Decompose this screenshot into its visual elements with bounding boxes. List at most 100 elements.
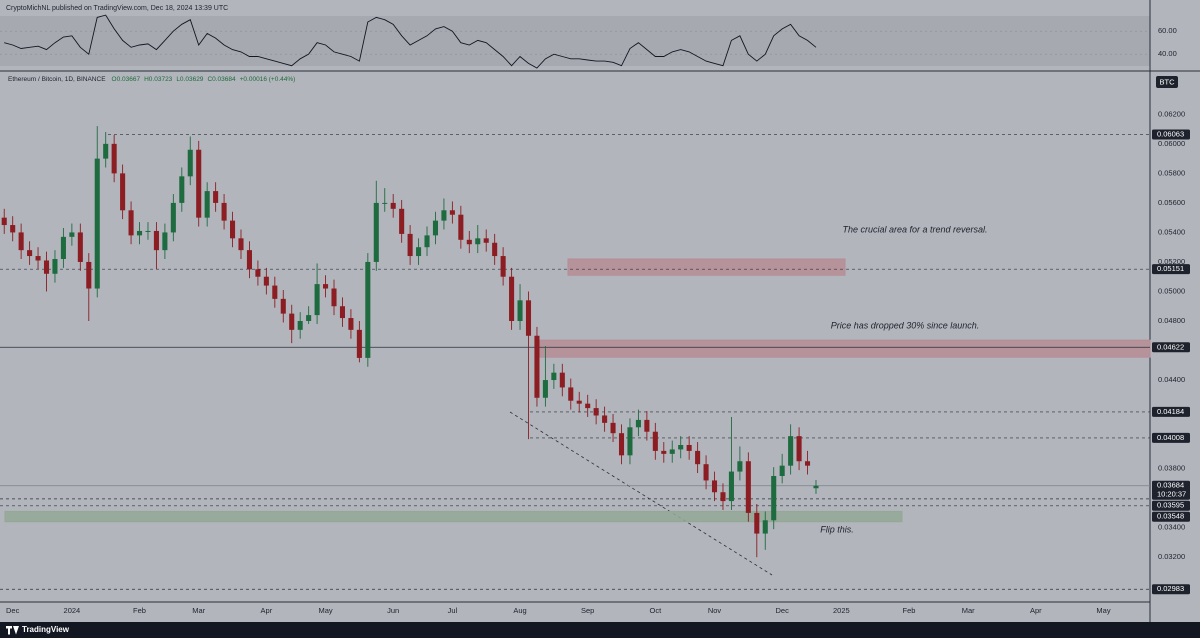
candle-body — [644, 419, 650, 432]
y-tick-label: 0.06000 — [1158, 139, 1185, 148]
level-label-box — [1152, 406, 1190, 417]
candle-body — [627, 427, 633, 456]
candle-body — [509, 276, 515, 321]
candle-body — [771, 476, 777, 521]
candle-body — [534, 335, 540, 398]
candle-body — [407, 233, 413, 257]
candle-body — [1, 217, 7, 226]
symbol: Ethereum / Bitcoin, 1D, BINANCE — [8, 76, 106, 83]
level-label: 0.05151 — [1157, 264, 1184, 273]
level-label: 0.04622 — [1157, 342, 1184, 351]
candle-body — [441, 210, 447, 221]
candle-body — [204, 191, 210, 218]
candle-body — [272, 285, 278, 299]
candle-body — [695, 450, 701, 465]
level-label-box — [1152, 584, 1190, 595]
x-tick-label: Sep — [581, 606, 594, 615]
rsi-tick-label: 40.00 — [1158, 49, 1177, 58]
ohlc-open: O0.03667 — [112, 76, 141, 83]
candle-body — [348, 318, 354, 330]
level-label: 0.02983 — [1157, 584, 1184, 593]
footer-brand: TradingView — [22, 625, 70, 634]
x-tick-label: 2024 — [64, 606, 81, 615]
y-tick-label: 0.03200 — [1158, 552, 1185, 561]
candle-body — [18, 232, 24, 251]
candle-body — [449, 210, 455, 215]
x-tick-label: Jun — [387, 606, 399, 615]
level-label-box — [1152, 129, 1190, 140]
level-label-box — [1152, 264, 1190, 275]
candle-body — [94, 158, 100, 289]
candle-body — [306, 315, 312, 321]
x-tick-label: Apr — [1030, 606, 1042, 615]
candle-body — [356, 329, 362, 358]
candle-body — [737, 461, 743, 472]
candle-body — [136, 230, 143, 236]
y-tick-label: 0.05800 — [1158, 168, 1185, 177]
x-tick-label: Feb — [903, 606, 916, 615]
candle-body — [339, 306, 345, 319]
candle-body — [788, 436, 794, 466]
level-label-box — [1152, 480, 1190, 500]
candle-body — [399, 208, 405, 234]
zone — [4, 510, 903, 523]
candle-body — [255, 269, 261, 277]
candle-body — [661, 450, 667, 454]
x-tick-label: May — [318, 606, 332, 615]
candle-body — [187, 149, 193, 177]
ohlc-change: +0.00016 (+0.44%) — [240, 76, 296, 83]
candle-body — [678, 445, 684, 450]
candle-body — [720, 492, 726, 502]
candle-body — [618, 433, 625, 456]
zone — [539, 339, 1151, 358]
candle-body — [60, 236, 66, 259]
candle-body — [652, 431, 658, 451]
candle-body — [280, 298, 286, 314]
candle-body — [517, 300, 523, 321]
candle-body — [111, 143, 117, 174]
candle-body — [796, 436, 802, 462]
candle-body — [762, 520, 768, 534]
y-tick-label: 0.05600 — [1158, 198, 1185, 207]
y-tick-label: 0.05000 — [1158, 286, 1185, 295]
candle-body — [669, 449, 675, 454]
currency: BTC — [1160, 77, 1176, 86]
y-tick-label: 0.03400 — [1158, 523, 1185, 532]
candle-body — [103, 143, 109, 159]
candle-body — [703, 464, 709, 481]
x-tick-label: 2025 — [833, 606, 850, 615]
candle-body — [43, 260, 50, 274]
ohlc-close: C0.03684 — [207, 76, 236, 83]
candle-body — [153, 230, 159, 251]
annotation: Flip this. — [820, 524, 854, 534]
candle-body — [745, 461, 751, 513]
rsi-tick-label: 60.00 — [1158, 26, 1177, 35]
x-tick-label: Mar — [192, 606, 205, 615]
y-tick-label: 0.06200 — [1158, 109, 1185, 118]
candle-body — [365, 261, 371, 358]
currency-box — [1156, 76, 1178, 88]
candle-body — [52, 259, 58, 274]
level-label-box — [1152, 432, 1190, 443]
x-tick-label: Aug — [513, 606, 526, 615]
y-tick-label: 0.04800 — [1158, 316, 1185, 325]
x-tick-label: Dec — [775, 606, 789, 615]
candle-body — [382, 202, 388, 204]
y-tick-label: 0.05400 — [1158, 227, 1185, 236]
candle-body — [69, 232, 75, 237]
x-tick-label: Feb — [133, 606, 146, 615]
candle-body — [458, 214, 464, 240]
symbol-line: Ethereum / Bitcoin, 1D, BINANCE O0.03667 H… — [8, 76, 295, 83]
level-label: 0.04008 — [1157, 433, 1184, 442]
level-label-box — [1152, 500, 1190, 511]
candle-body — [492, 242, 498, 257]
countdown: 10:20:37 — [1157, 490, 1186, 499]
candle-body — [10, 225, 16, 233]
level-label: 0.06063 — [1157, 130, 1184, 139]
level-label-box — [1152, 511, 1190, 522]
x-tick-label: Oct — [649, 606, 662, 615]
candle-body — [475, 238, 481, 245]
candle-body — [551, 372, 557, 381]
